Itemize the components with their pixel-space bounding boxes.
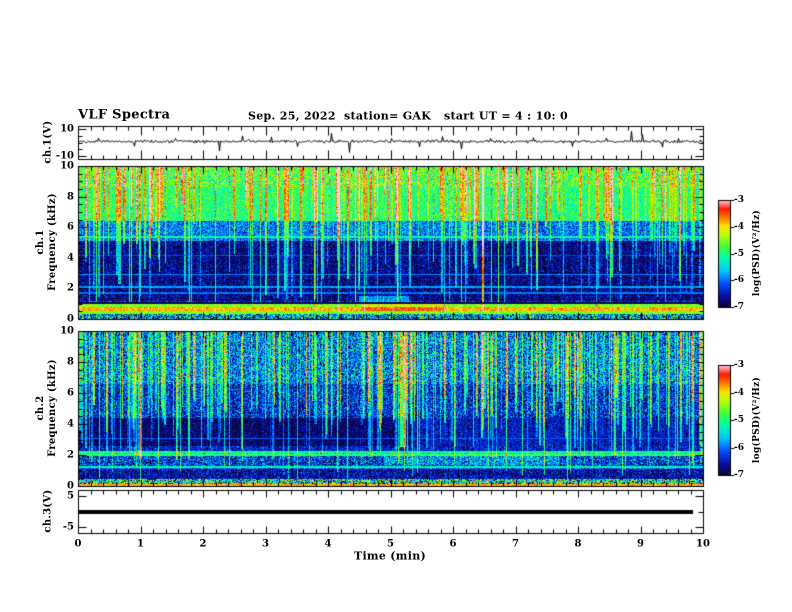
ch1-axis-frequency-line: Frequency (kHz) bbox=[47, 193, 58, 291]
x-tick-label: 5 bbox=[387, 538, 394, 550]
ch2-frequency-axis-label: ch.2 Frequency (kHz) bbox=[35, 359, 59, 457]
spec1-ytick-label: 10 bbox=[60, 160, 74, 172]
colorbar2-axis-label: log(PSD)(V²/Hz) bbox=[752, 376, 762, 464]
spec2-ytick-label: 10 bbox=[60, 325, 74, 337]
figure-title: VLF Spectra bbox=[78, 107, 171, 123]
spec1-ytick-label: 8 bbox=[67, 191, 74, 203]
spec1-ytick-label: 2 bbox=[67, 282, 74, 294]
colorbar2-tick-label: -3 bbox=[734, 360, 744, 370]
colorbar2-tick-label: -7 bbox=[734, 470, 744, 480]
x-tick-label: 8 bbox=[574, 538, 582, 550]
colorbar2-tick-label: -5 bbox=[734, 415, 744, 425]
spec1-ytick-label: 4 bbox=[67, 252, 74, 264]
x-tick-label: 0 bbox=[74, 538, 82, 550]
x-tick-label: 1 bbox=[137, 538, 144, 550]
x-tick-label: 7 bbox=[512, 538, 519, 550]
spec2-ytick-label: 2 bbox=[67, 449, 74, 461]
spec1-ytick-label: 0 bbox=[67, 313, 74, 325]
colorbar1-tick-label: -7 bbox=[734, 302, 744, 312]
x-tick-label: 10 bbox=[696, 538, 710, 550]
colorbar1-tick-label: -4 bbox=[734, 221, 744, 232]
ch2-axis-channel-line: ch.2 bbox=[35, 395, 46, 421]
start-ut-label: start UT = 4 : 10: 0 bbox=[444, 109, 568, 123]
ch2-axis-frequency-line: Frequency (kHz) bbox=[47, 359, 58, 457]
x-tick-label: 3 bbox=[262, 538, 269, 550]
ch3-ytick-label: 5 bbox=[67, 490, 74, 502]
spec1-ytick-label: 6 bbox=[67, 221, 74, 233]
spec2-ytick-label: 4 bbox=[67, 418, 74, 430]
colorbar2-tick-label: -6 bbox=[734, 442, 744, 453]
ch3-ytick-label: -5 bbox=[62, 521, 74, 533]
date-label: Sep. 25, 2022 bbox=[248, 109, 336, 123]
spec2-ytick-label: 0 bbox=[67, 480, 74, 492]
spec2-ytick-label: 8 bbox=[67, 356, 74, 368]
ch1-wave-ytick-label: 10 bbox=[60, 123, 74, 135]
x-tick-label: 2 bbox=[199, 538, 207, 550]
spec2-ytick-label: 6 bbox=[67, 387, 74, 399]
ch1-wave-ytick-label: -10 bbox=[55, 150, 74, 162]
colorbar1-tick-label: -5 bbox=[734, 248, 744, 259]
colorbar1-axis-label: log(PSD)(V²/Hz) bbox=[752, 209, 762, 297]
x-tick-label: 4 bbox=[324, 538, 332, 550]
time-axis-label: Time (min) bbox=[353, 549, 427, 563]
x-tick-label: 9 bbox=[637, 538, 644, 550]
ch1-axis-channel-line: ch.1 bbox=[35, 229, 46, 255]
x-tick-label: 6 bbox=[449, 538, 457, 550]
colorbar1-tick-label: -3 bbox=[734, 195, 744, 205]
ch1-frequency-axis-label: ch.1 Frequency (kHz) bbox=[35, 193, 59, 291]
colorbar2-tick-label: -4 bbox=[734, 387, 744, 398]
station-label: station= GAK bbox=[344, 109, 432, 123]
colorbar1-tick-label: -6 bbox=[734, 275, 744, 286]
